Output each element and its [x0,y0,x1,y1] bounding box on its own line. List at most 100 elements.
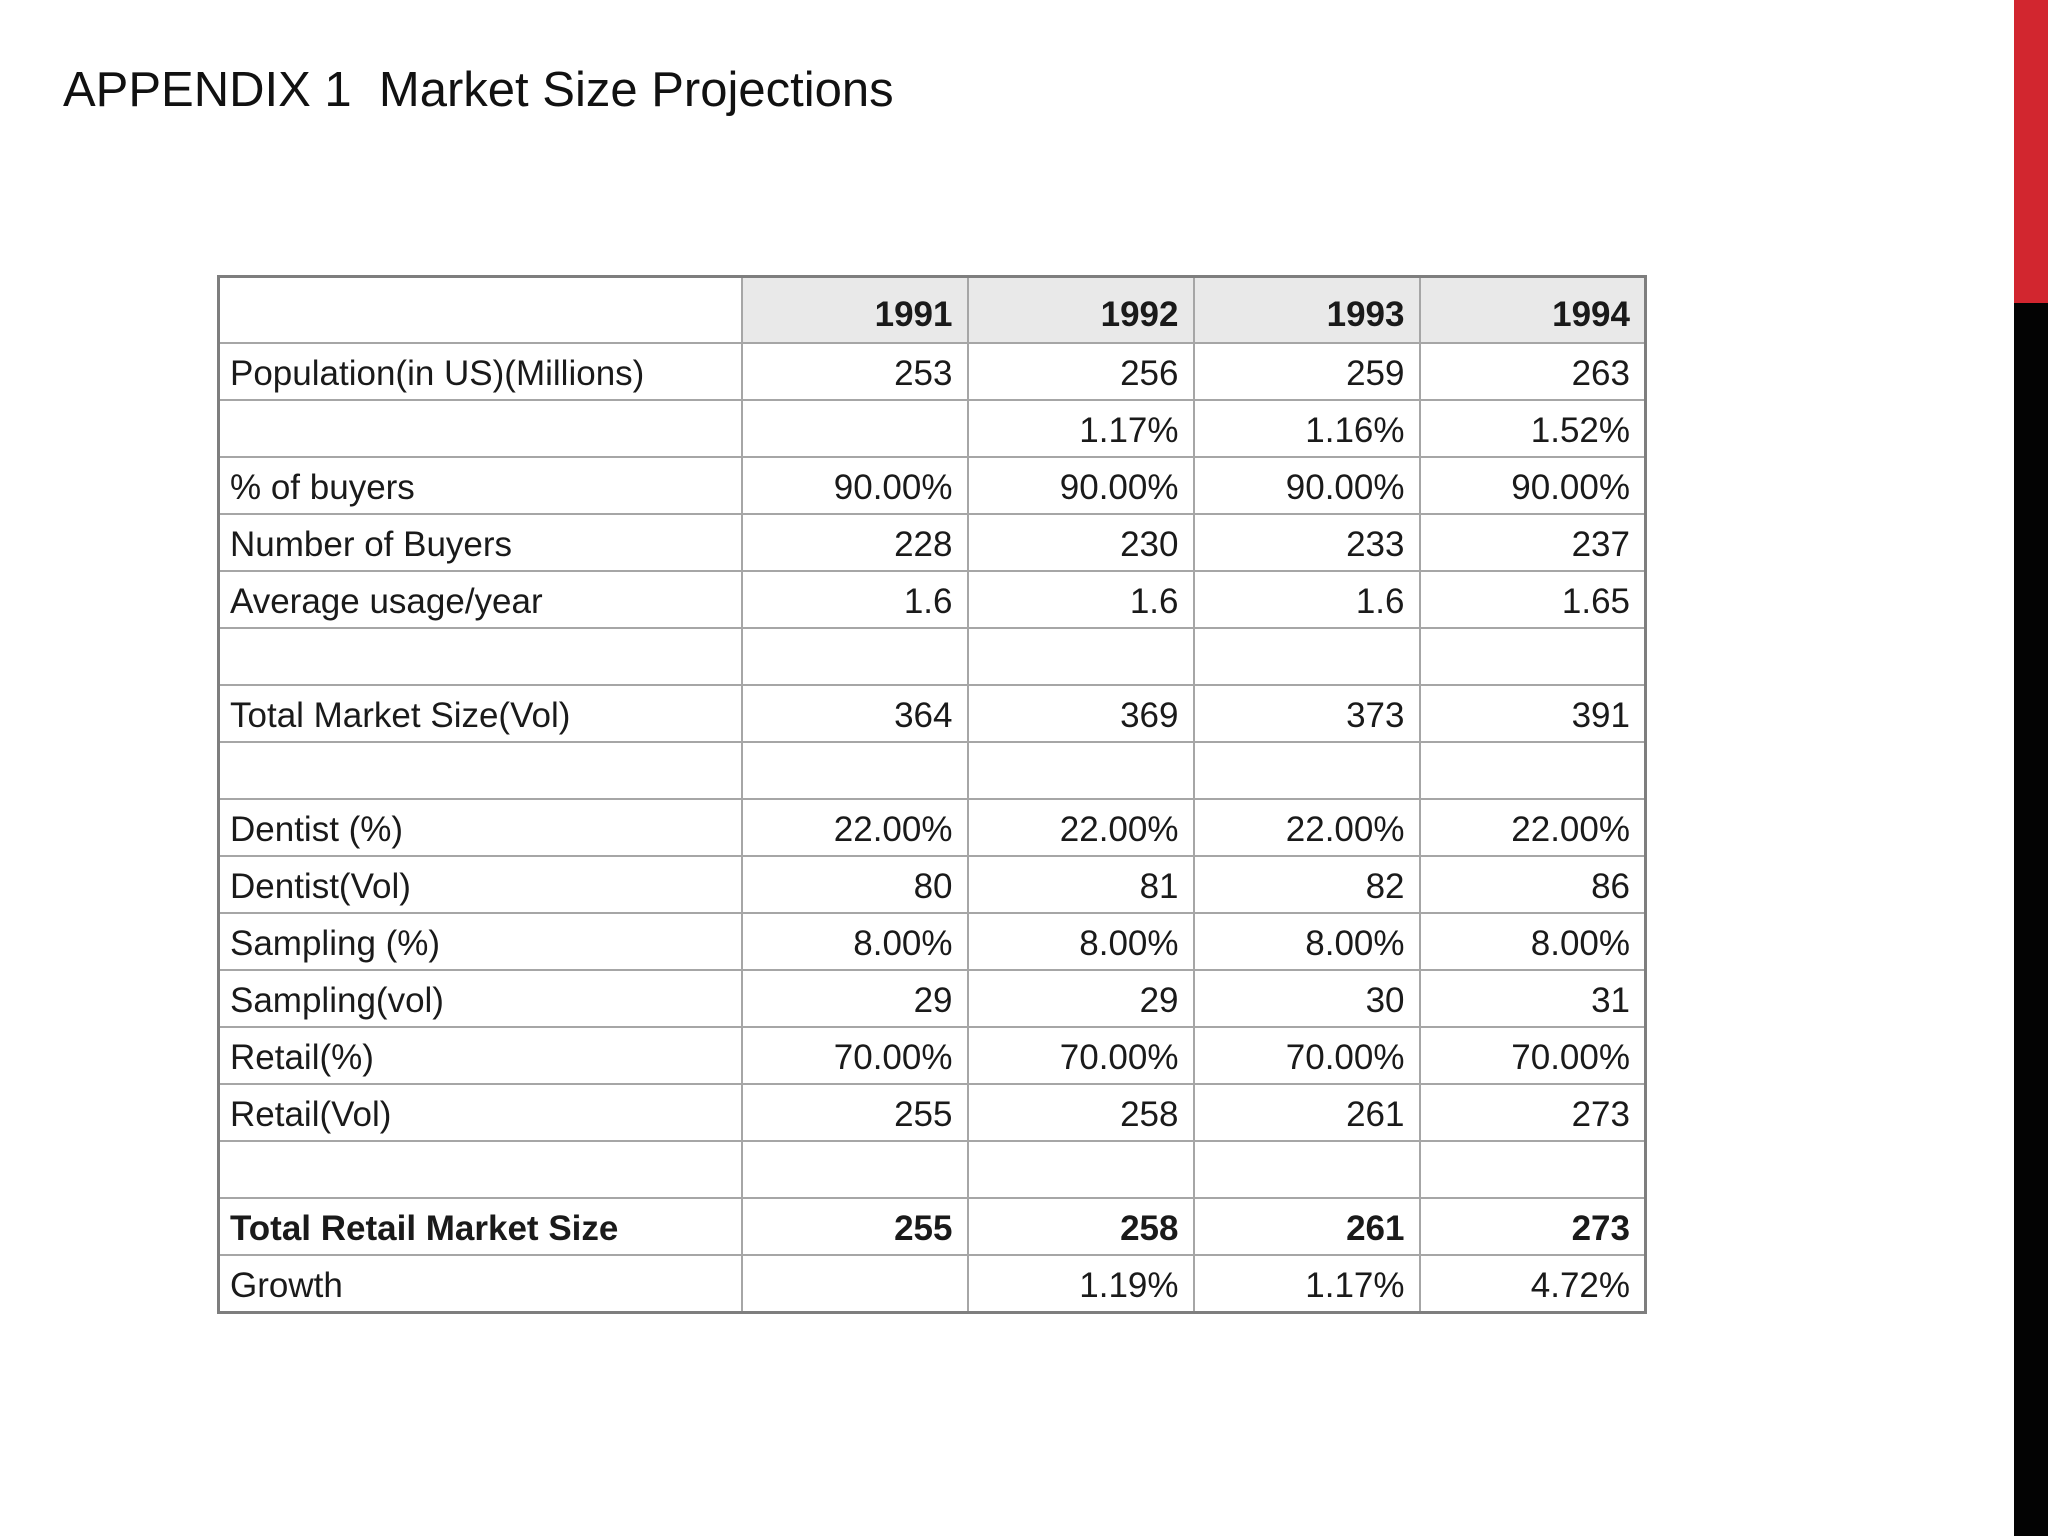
value-cell [966,1140,1195,1199]
value-cell: 261 [1192,1197,1421,1256]
table-row [217,627,1647,686]
value-cell: 273 [1418,1083,1647,1142]
value-cell: 263 [1418,342,1647,401]
row-label-cell: Growth [217,1254,743,1314]
value-cell [1192,1140,1421,1199]
value-cell: 261 [1192,1083,1421,1142]
row-label-cell: Dentist (%) [217,798,743,857]
value-cell: 4.72% [1418,1254,1647,1314]
value-cell: 1.6 [966,570,1195,629]
value-cell: 29 [740,969,969,1028]
year-header-cell: 1992 [966,275,1195,344]
value-cell: 373 [1192,684,1421,743]
value-cell: 70.00% [1192,1026,1421,1085]
value-cell: 22.00% [966,798,1195,857]
row-label-cell: Population(in US)(Millions) [217,342,743,401]
value-cell: 258 [966,1083,1195,1142]
value-cell [740,627,969,686]
value-cell: 1.16% [1192,399,1421,458]
table-row: Sampling (%) 8.00% 8.00% 8.00% 8.00% [217,912,1647,971]
value-cell: 29 [966,969,1195,1028]
value-cell: 80 [740,855,969,914]
accent-bar-red [2014,0,2048,303]
row-label-cell: Dentist(Vol) [217,855,743,914]
value-cell: 253 [740,342,969,401]
row-label-cell [217,399,743,458]
value-cell: 1.17% [966,399,1195,458]
table-row: Retail(%) 70.00% 70.00% 70.00% 70.00% [217,1026,1647,1085]
year-header-cell: 1991 [740,275,969,344]
value-cell: 90.00% [966,456,1195,515]
value-cell: 70.00% [966,1026,1195,1085]
value-cell: 273 [1418,1197,1647,1256]
value-cell [1192,627,1421,686]
row-label-cell: Total Retail Market Size [217,1197,743,1256]
table-row: Total Retail Market Size 255 258 261 273 [217,1197,1647,1256]
value-cell: 1.17% [1192,1254,1421,1314]
table-row: Growth 1.19% 1.17% 4.72% [217,1254,1647,1314]
table-row: Total Market Size(Vol) 364 369 373 391 [217,684,1647,743]
table-row [217,741,1647,800]
table-row: Dentist(Vol) 80 81 82 86 [217,855,1647,914]
value-cell [740,1140,969,1199]
row-label-cell: Number of Buyers [217,513,743,572]
row-label-cell: Sampling(vol) [217,969,743,1028]
row-label-cell: Sampling (%) [217,912,743,971]
value-cell: 1.19% [966,1254,1195,1314]
row-label-cell [217,741,743,800]
value-cell: 258 [966,1197,1195,1256]
year-header-cell: 1994 [1418,275,1647,344]
table-row: Number of Buyers 228 230 233 237 [217,513,1647,572]
value-cell: 30 [1192,969,1421,1028]
table-row: Retail(Vol) 255 258 261 273 [217,1083,1647,1142]
value-cell: 1.65 [1418,570,1647,629]
row-label-cell: Retail(%) [217,1026,743,1085]
value-cell [1418,1140,1647,1199]
table-row [217,1140,1647,1199]
market-size-table: 1991 1992 1993 1994 Population(in US)(Milli… [217,275,1647,1314]
row-label-cell: Retail(Vol) [217,1083,743,1142]
value-cell: 82 [1192,855,1421,914]
accent-bar-black [2014,303,2048,1536]
value-cell: 90.00% [1192,456,1421,515]
value-cell: 1.52% [1418,399,1647,458]
value-cell: 22.00% [740,798,969,857]
table-row: Sampling(vol) 29 29 30 31 [217,969,1647,1028]
value-cell: 90.00% [740,456,969,515]
value-cell [966,741,1195,800]
value-cell: 8.00% [1192,912,1421,971]
value-cell: 237 [1418,513,1647,572]
value-cell: 256 [966,342,1195,401]
value-cell: 31 [1418,969,1647,1028]
row-label-cell [217,627,743,686]
value-cell: 90.00% [1418,456,1647,515]
value-cell: 1.6 [740,570,969,629]
value-cell: 81 [966,855,1195,914]
market-table-container: 1991 1992 1993 1994 Population(in US)(Milli… [217,275,1647,1314]
value-cell [740,1254,969,1314]
page-title: APPENDIX 1 Market Size Projections [63,63,894,117]
value-cell: 228 [740,513,969,572]
row-label-cell: % of buyers [217,456,743,515]
value-cell: 8.00% [740,912,969,971]
year-header-cell: 1993 [1192,275,1421,344]
value-cell: 8.00% [966,912,1195,971]
value-cell: 22.00% [1192,798,1421,857]
value-cell: 86 [1418,855,1647,914]
value-cell: 255 [740,1083,969,1142]
value-cell: 70.00% [740,1026,969,1085]
value-cell: 230 [966,513,1195,572]
value-cell: 8.00% [1418,912,1647,971]
value-cell: 22.00% [1418,798,1647,857]
value-cell: 1.6 [1192,570,1421,629]
table-row: Dentist (%) 22.00% 22.00% 22.00% 22.00% [217,798,1647,857]
table-header-row: 1991 1992 1993 1994 [217,275,1647,344]
value-cell: 70.00% [1418,1026,1647,1085]
row-label-cell: Average usage/year [217,570,743,629]
table-row: % of buyers 90.00% 90.00% 90.00% 90.00% [217,456,1647,515]
table-row: Population(in US)(Millions) 253 256 259 263 [217,342,1647,401]
value-cell: 259 [1192,342,1421,401]
value-cell [740,741,969,800]
corner-header-cell [217,275,743,344]
